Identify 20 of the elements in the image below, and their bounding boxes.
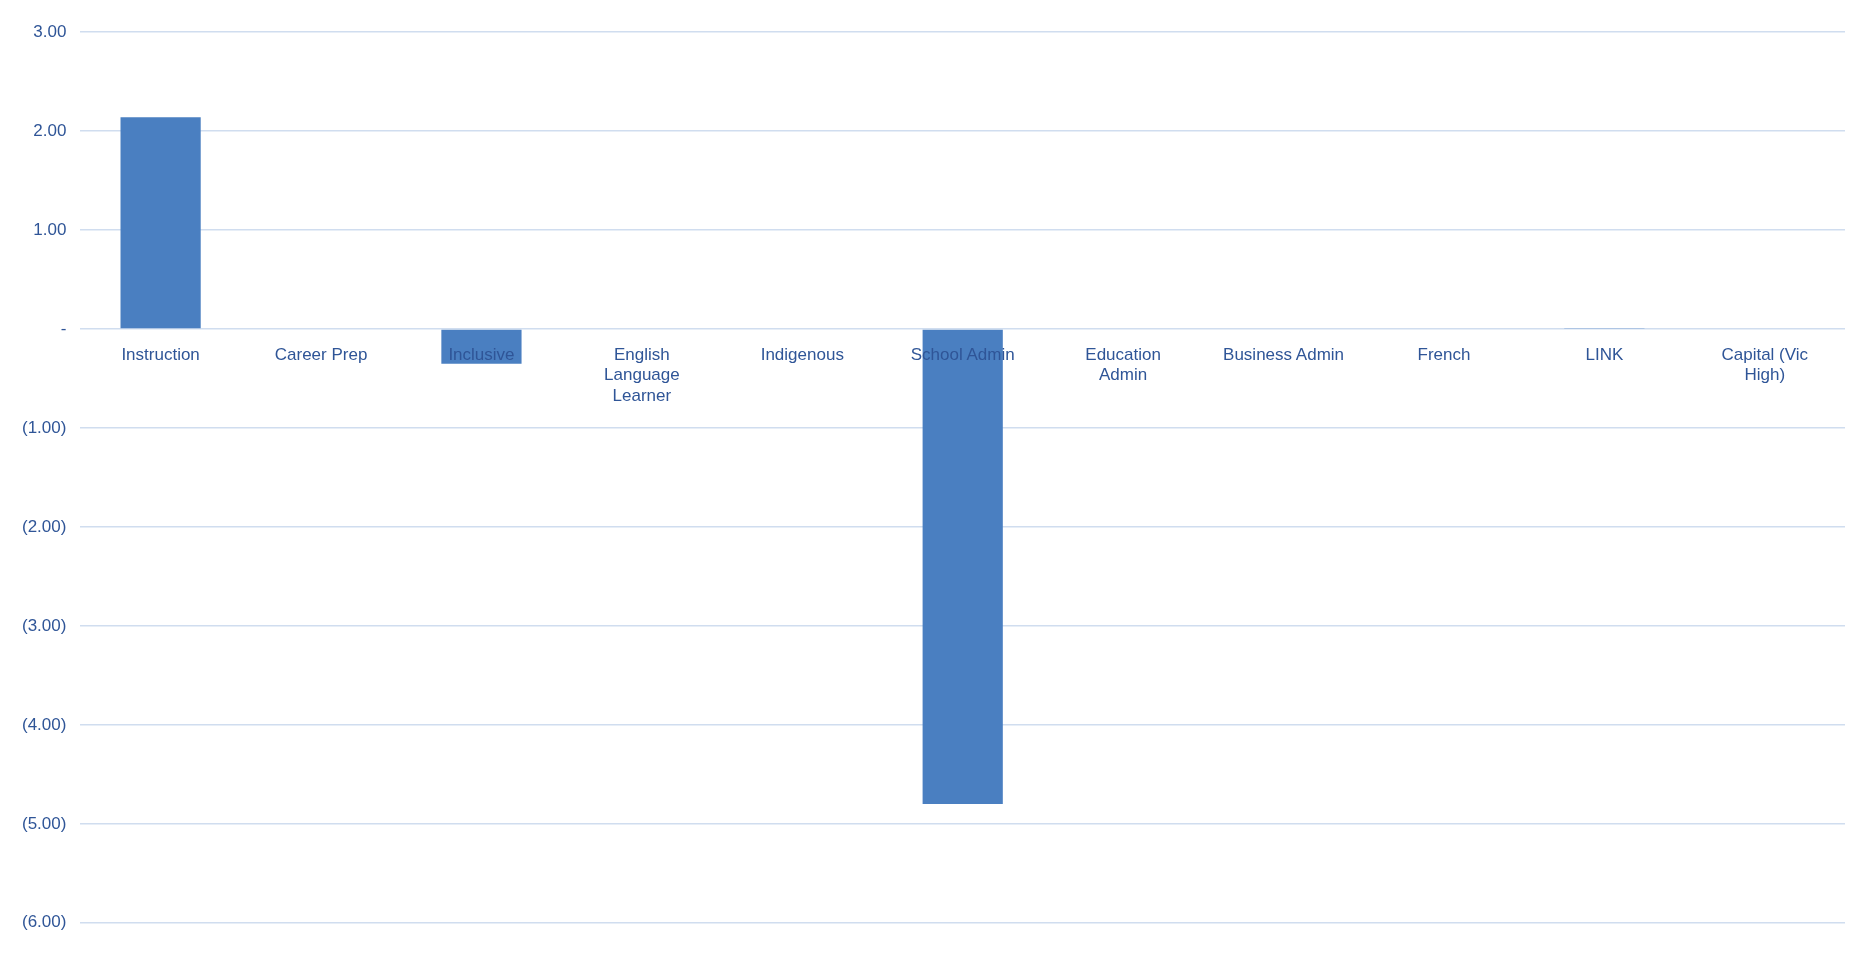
x-tick-label: French	[1417, 344, 1471, 364]
x-tick-label: English Language Learner	[604, 344, 680, 405]
y-tick-label: 1.00	[33, 219, 67, 239]
x-tick-label: LINK	[1585, 344, 1624, 364]
y-tick-label: (5.00)	[21, 813, 67, 833]
x-tick-label: Business Admin	[1223, 344, 1345, 364]
x-tick-label: Indigenous	[760, 344, 844, 364]
x-tick-label: Education Admin	[1085, 344, 1161, 385]
y-tick-label: 2.00	[33, 120, 67, 140]
y-tick-label: (2.00)	[21, 516, 67, 536]
y-tick-label: 3.00	[33, 21, 67, 41]
x-tick-label: Instruction	[121, 344, 200, 364]
y-tick-label: -	[60, 318, 67, 338]
y-tick-label: (3.00)	[21, 615, 67, 635]
bar	[120, 117, 201, 329]
x-tick-label: Career Prep	[274, 344, 368, 364]
y-tick-label: (4.00)	[21, 714, 67, 734]
y-tick-label: (1.00)	[21, 417, 67, 437]
y-tick-label: (6.00)	[21, 912, 67, 932]
x-tick-label: Capital (Vic High)	[1721, 344, 1809, 385]
